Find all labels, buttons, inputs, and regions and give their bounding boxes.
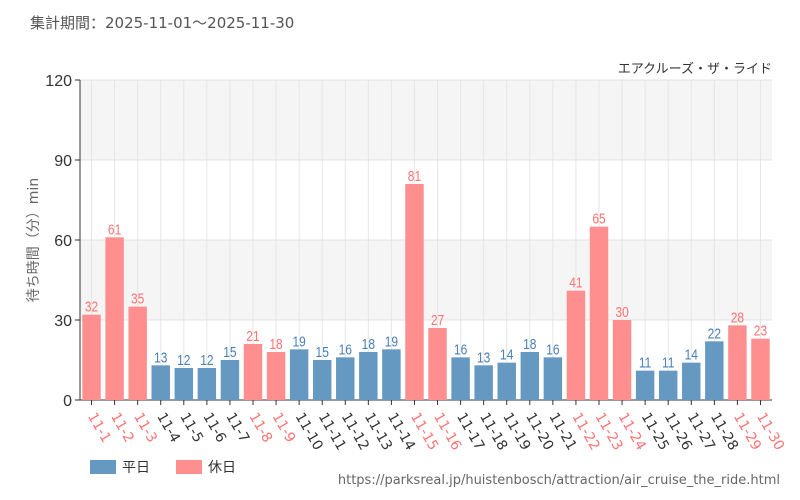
holiday-swatch [176, 460, 202, 474]
bar-11-1 [82, 314, 101, 400]
period-label: 集計期間：2025-11-01～2025-11-30 [30, 14, 295, 32]
data-label: 22 [708, 325, 721, 342]
x-tick-label: 11-3 [130, 410, 160, 446]
bar-11-18 [474, 365, 493, 400]
data-label: 18 [362, 336, 375, 353]
bar-11-23 [589, 226, 609, 400]
data-label: 18 [523, 336, 536, 353]
data-label: 16 [454, 341, 467, 358]
bar-11-22 [566, 290, 586, 400]
bar-11-12 [336, 357, 355, 400]
y-tick-label: 60 [54, 233, 72, 250]
y-tick-label: 30 [54, 313, 72, 330]
x-tick-label: 11-8 [246, 410, 276, 446]
data-label: 19 [292, 333, 305, 350]
data-label: 32 [85, 298, 98, 315]
bar-11-15 [405, 184, 424, 400]
x-tick-label: 11-9 [269, 410, 299, 446]
bar-11-6 [197, 368, 217, 400]
bar-11-4 [151, 365, 170, 400]
y-tick-label: 120 [45, 73, 72, 90]
data-label: 15 [316, 344, 329, 361]
bar-11-8 [243, 344, 263, 400]
y-axis-label: 待ち時間（分）min [26, 178, 42, 302]
bar-11-27 [682, 362, 701, 400]
weekday-swatch [90, 460, 116, 474]
bar-11-24 [612, 320, 632, 400]
x-tick-label: 11-1 [84, 410, 114, 446]
bar-11-13 [359, 352, 378, 400]
data-label: 41 [569, 274, 582, 291]
data-label: 11 [639, 354, 651, 371]
bar-11-25 [635, 370, 655, 400]
bar-11-30 [751, 338, 770, 400]
bar-11-5 [174, 368, 194, 400]
data-label: 81 [408, 168, 421, 185]
bar-11-2 [105, 237, 124, 400]
data-label: 27 [431, 312, 444, 329]
grid-band [80, 80, 772, 160]
bar-11-16 [428, 328, 447, 400]
data-label: 35 [131, 290, 144, 307]
bar-11-29 [728, 325, 747, 400]
bar-11-14 [382, 349, 401, 400]
data-label: 13 [154, 349, 167, 366]
source-url[interactable]: https://parksreal.jp/huistenbosch/attrac… [337, 473, 780, 488]
bar-11-7 [220, 360, 240, 400]
bar-11-10 [289, 349, 309, 400]
data-label: 14 [500, 346, 514, 363]
data-label: 18 [269, 336, 282, 353]
x-tick-label: 11-5 [176, 410, 206, 446]
data-label: 23 [754, 322, 767, 339]
grid-band [80, 240, 772, 320]
legend-weekday[interactable]: 平日 [90, 457, 150, 477]
y-tick-label: 0 [63, 393, 72, 410]
x-tick-label: 11-6 [199, 410, 229, 446]
legend-holiday-label: 休日 [208, 460, 236, 476]
bar-11-17 [451, 357, 470, 400]
data-label: 12 [177, 352, 190, 369]
data-label: 11 [662, 354, 674, 371]
data-label: 13 [477, 349, 490, 366]
chart-title: エアクルーズ・ザ・ライド [618, 61, 772, 77]
legend-holiday[interactable]: 休日 [176, 457, 236, 477]
bar-11-28 [705, 341, 724, 400]
data-label: 21 [246, 328, 259, 345]
data-label: 19 [385, 333, 398, 350]
bar-11-26 [658, 370, 678, 400]
x-tick-label: 11-7 [222, 410, 252, 446]
legend-weekday-label: 平日 [122, 460, 150, 476]
data-label: 30 [615, 304, 629, 321]
data-label: 65 [592, 210, 605, 227]
y-tick-label: 90 [54, 153, 72, 170]
data-label: 15 [223, 344, 236, 361]
data-label: 16 [546, 341, 559, 358]
data-label: 14 [685, 346, 699, 363]
data-label: 61 [108, 221, 121, 238]
data-label: 28 [731, 309, 744, 326]
x-tick-label: 11-2 [107, 410, 137, 446]
data-label: 16 [339, 341, 352, 358]
bar-11-21 [543, 357, 563, 400]
data-label: 12 [200, 352, 213, 369]
bar-11-9 [266, 352, 286, 400]
bar-11-11 [312, 360, 332, 400]
x-tick-label: 11-4 [153, 410, 183, 446]
bar-11-3 [128, 306, 147, 400]
bar-11-20 [520, 352, 540, 400]
bar-11-19 [497, 362, 516, 400]
